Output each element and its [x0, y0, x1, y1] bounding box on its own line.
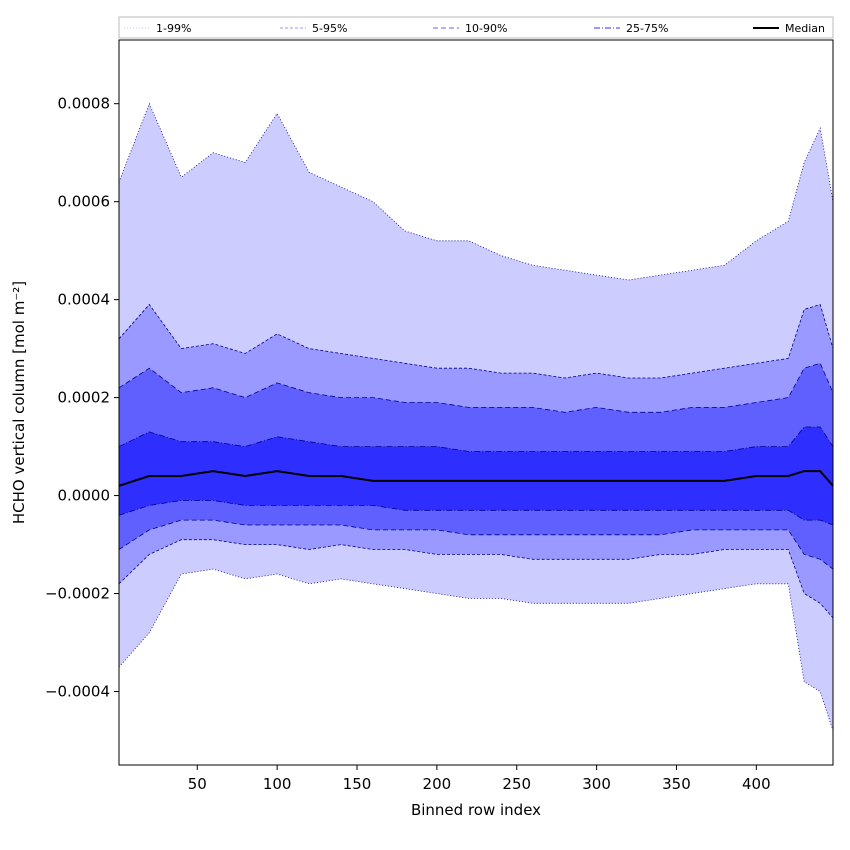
line-5-95pct-upper	[118, 303, 834, 379]
x-tick-label: 150	[343, 775, 372, 793]
x-tick-label: 350	[662, 775, 691, 793]
x-tick-label: 250	[502, 775, 531, 793]
x-axis-label: Binned row index	[411, 801, 541, 819]
line-25-75pct-upper	[118, 426, 834, 452]
legend: 1-99% 5-95% 10-90% 25-75% Median	[118, 16, 834, 39]
x-tick-label: 400	[742, 775, 771, 793]
line-25-75pct-lower	[118, 500, 834, 526]
median-line	[118, 470, 834, 487]
series-lines	[118, 102, 834, 731]
legend-label: 25-75%	[626, 22, 668, 35]
y-tick-label: −0.0004	[45, 683, 110, 701]
y-axis-label: HCHO vertical column [mol m⁻²]	[10, 281, 28, 524]
y-tick-label: 0.0004	[58, 291, 111, 309]
line-5-95pct-lower	[118, 539, 834, 619]
x-tick-label: 100	[263, 775, 292, 793]
legend-label: Median	[785, 22, 825, 35]
y-tick-label: 0.0000	[58, 487, 111, 505]
x-tick-label: 200	[423, 775, 452, 793]
x-tick-label: 50	[188, 775, 207, 793]
y-tick-label: 0.0002	[58, 389, 111, 407]
y-tick-label: −0.0002	[45, 585, 110, 603]
y-tick-label: 0.0006	[58, 193, 111, 211]
y-tick-label: 0.0008	[58, 95, 111, 113]
legend-box	[118, 16, 834, 39]
x-tick-label: 300	[582, 775, 611, 793]
line-10-90pct-upper	[118, 362, 834, 413]
percentile-bands	[119, 103, 833, 731]
plot-frame	[118, 39, 834, 766]
x-axis-ticks: 50 100 150 200 250 300 350 400	[188, 765, 771, 793]
legend-label: 1-99%	[156, 22, 191, 35]
legend-label: 5-95%	[312, 22, 347, 35]
legend-label: 10-90%	[465, 22, 507, 35]
y-axis-ticks: −0.0004 −0.0002 0.0000 0.0002 0.0004 0.0006 0.…	[45, 95, 119, 701]
line-1-99pct-upper	[118, 102, 834, 281]
